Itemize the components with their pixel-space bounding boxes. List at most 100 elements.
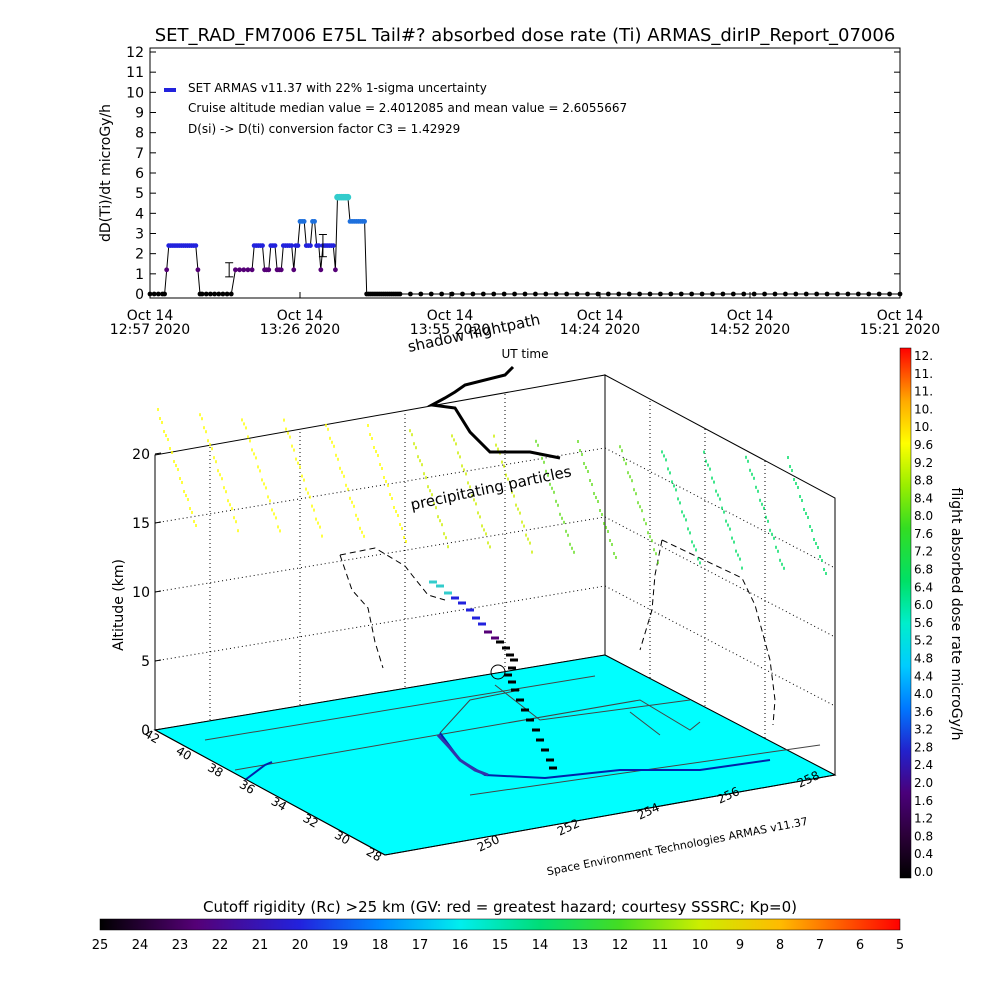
dose-point [439, 291, 445, 297]
dose-point [272, 243, 278, 249]
dose-rate-tick-label: 9.2 [914, 456, 933, 470]
dose-point [887, 291, 892, 297]
z-tick-label: 20 [132, 447, 150, 463]
dose-point [266, 267, 272, 273]
dose-point [216, 291, 222, 297]
dose-point [203, 291, 209, 297]
dose-rate-tick-label: 11. [914, 367, 933, 381]
back-left-grid [154, 393, 606, 720]
x-tick-label-bottom: 14:52 2020 [710, 322, 790, 338]
latitude-tick-label: 32 [300, 811, 320, 831]
front-right-edge [384, 774, 836, 856]
dose-point [574, 291, 580, 297]
y-axis-label: dD(Ti)/dt microGy/h [98, 104, 114, 242]
shadow-right-wall [639, 539, 776, 726]
flightpath-point [472, 616, 480, 620]
flightpath-point [521, 708, 529, 712]
dose-rate-colorbar: 12. 11. 11. 10. 10. 9.6 9.2 8.8 8.4 8.0 7.6 7.2 6.8 6… [899, 347, 964, 879]
x-tick-label-bottom: 13:26 2020 [260, 322, 340, 338]
flightpath-point [429, 580, 437, 584]
precipitating-particles-annotation: precipitating particles [409, 462, 573, 514]
dose-rate-tick-label: 2.0 [914, 776, 933, 790]
dose-point [814, 291, 820, 297]
z-axis-ticks: 0 5 10 15 20 [132, 447, 162, 739]
dose-rate-tick-label: 3.6 [914, 705, 933, 719]
dose-point [147, 291, 153, 297]
cutoff-rigidity-gradient [99, 918, 901, 931]
dose-point [522, 291, 528, 297]
latitude-tick-label: 40 [174, 744, 194, 764]
dose-rate-tick-label: 6.8 [914, 563, 933, 577]
dose-rate-tick-label: 7.6 [914, 527, 933, 541]
cutoff-rigidity-colorbar: Cutoff rigidity (Rc) >25 km (GV: red = g… [92, 898, 904, 953]
cutoff-rigidity-tick-label: 10 [692, 938, 709, 953]
flightpath-point [484, 630, 492, 634]
dose-rate-tick-label: 6.0 [914, 598, 933, 612]
z-tick-mark [154, 590, 162, 593]
flightpath-point [511, 688, 519, 692]
dose-point [308, 243, 313, 249]
dose-rate-tick-label: 11. [914, 385, 933, 399]
cutoff-rigidity-tick-label: 6 [856, 938, 864, 953]
dose-rate-tick-label: 4.0 [914, 687, 933, 701]
cutoff-rigidity-ticks: 25 24 23 22 21 20 19 18 17 16 15 14 13 12 11 10 9 8 7 6 5 [92, 938, 904, 953]
cutoff-rigidity-tick-label: 9 [736, 938, 744, 953]
dose-point [553, 291, 559, 297]
dose-point [249, 267, 255, 273]
z-axis-label: Altitude (km) [111, 559, 127, 651]
dose-rate-tick-label: 8.0 [914, 509, 933, 523]
legend: SET ARMAS v11.37 with 22% 1-sigma uncert… [164, 81, 627, 136]
dose-point [533, 291, 538, 297]
ground-blue-segment [436, 733, 489, 777]
dose-point [212, 291, 217, 297]
dose-point [208, 291, 213, 297]
dose-point [710, 291, 715, 297]
ut-time-annotation: UT time [501, 347, 548, 361]
dose-point [866, 291, 872, 297]
dose-point [233, 267, 238, 273]
credit-annotation: Space Environment Technologies ARMAS v11… [546, 815, 809, 878]
dose-point [397, 291, 403, 297]
y-tick-label: 4 [135, 206, 144, 222]
flightpath-point [491, 636, 499, 640]
dose-point [647, 291, 653, 297]
latitude-tick-label: 36 [237, 777, 257, 797]
cutoff-rigidity-tick-label: 16 [452, 938, 469, 953]
cutoff-rigidity-tick-label: 19 [332, 938, 349, 953]
x-tick-label-top: Oct 14 [427, 308, 474, 324]
dose-rate-tick-label: 8.4 [914, 491, 933, 505]
dose-point [418, 291, 424, 297]
front-left-edge [154, 729, 386, 856]
dose-rate-tick-label: 1.6 [914, 794, 933, 808]
flightpath-point [478, 622, 486, 626]
cutoff-rigidity-tick-label: 12 [612, 938, 629, 953]
dose-point [501, 291, 507, 297]
precipitating-particles-field [157, 408, 827, 575]
cutoff-rigidity-tick-label: 23 [172, 938, 189, 953]
dose-point [408, 291, 413, 297]
flightpath-point [444, 591, 452, 595]
chart-title: SET_RAD_FM7006 E75L Tail#? absorbed dose… [155, 25, 896, 46]
latitude-tick-label: 30 [332, 828, 352, 848]
dose-point [480, 291, 486, 297]
dose-point [237, 267, 242, 273]
dose-point [564, 291, 570, 297]
x-tick-label-top: Oct 14 [577, 308, 624, 324]
y-tick-label: 1 [135, 267, 144, 283]
flightpath-point [436, 584, 444, 588]
dose-rate-tick-label: 4.4 [914, 669, 933, 683]
cutoff-rigidity-tick-label: 11 [652, 938, 669, 953]
back-right-grid [604, 400, 836, 738]
dose-point [605, 291, 611, 297]
x-tick-label-top: Oct 14 [877, 308, 924, 324]
y-tick-label: 9 [135, 106, 144, 122]
dose-point [278, 267, 284, 273]
x-tick-label-bottom: 13:55 2020 [410, 322, 490, 338]
z-tick-label: 10 [132, 585, 150, 601]
latitude-tick-label: 28 [364, 845, 384, 865]
x-tick-label-top: Oct 14 [277, 308, 324, 324]
